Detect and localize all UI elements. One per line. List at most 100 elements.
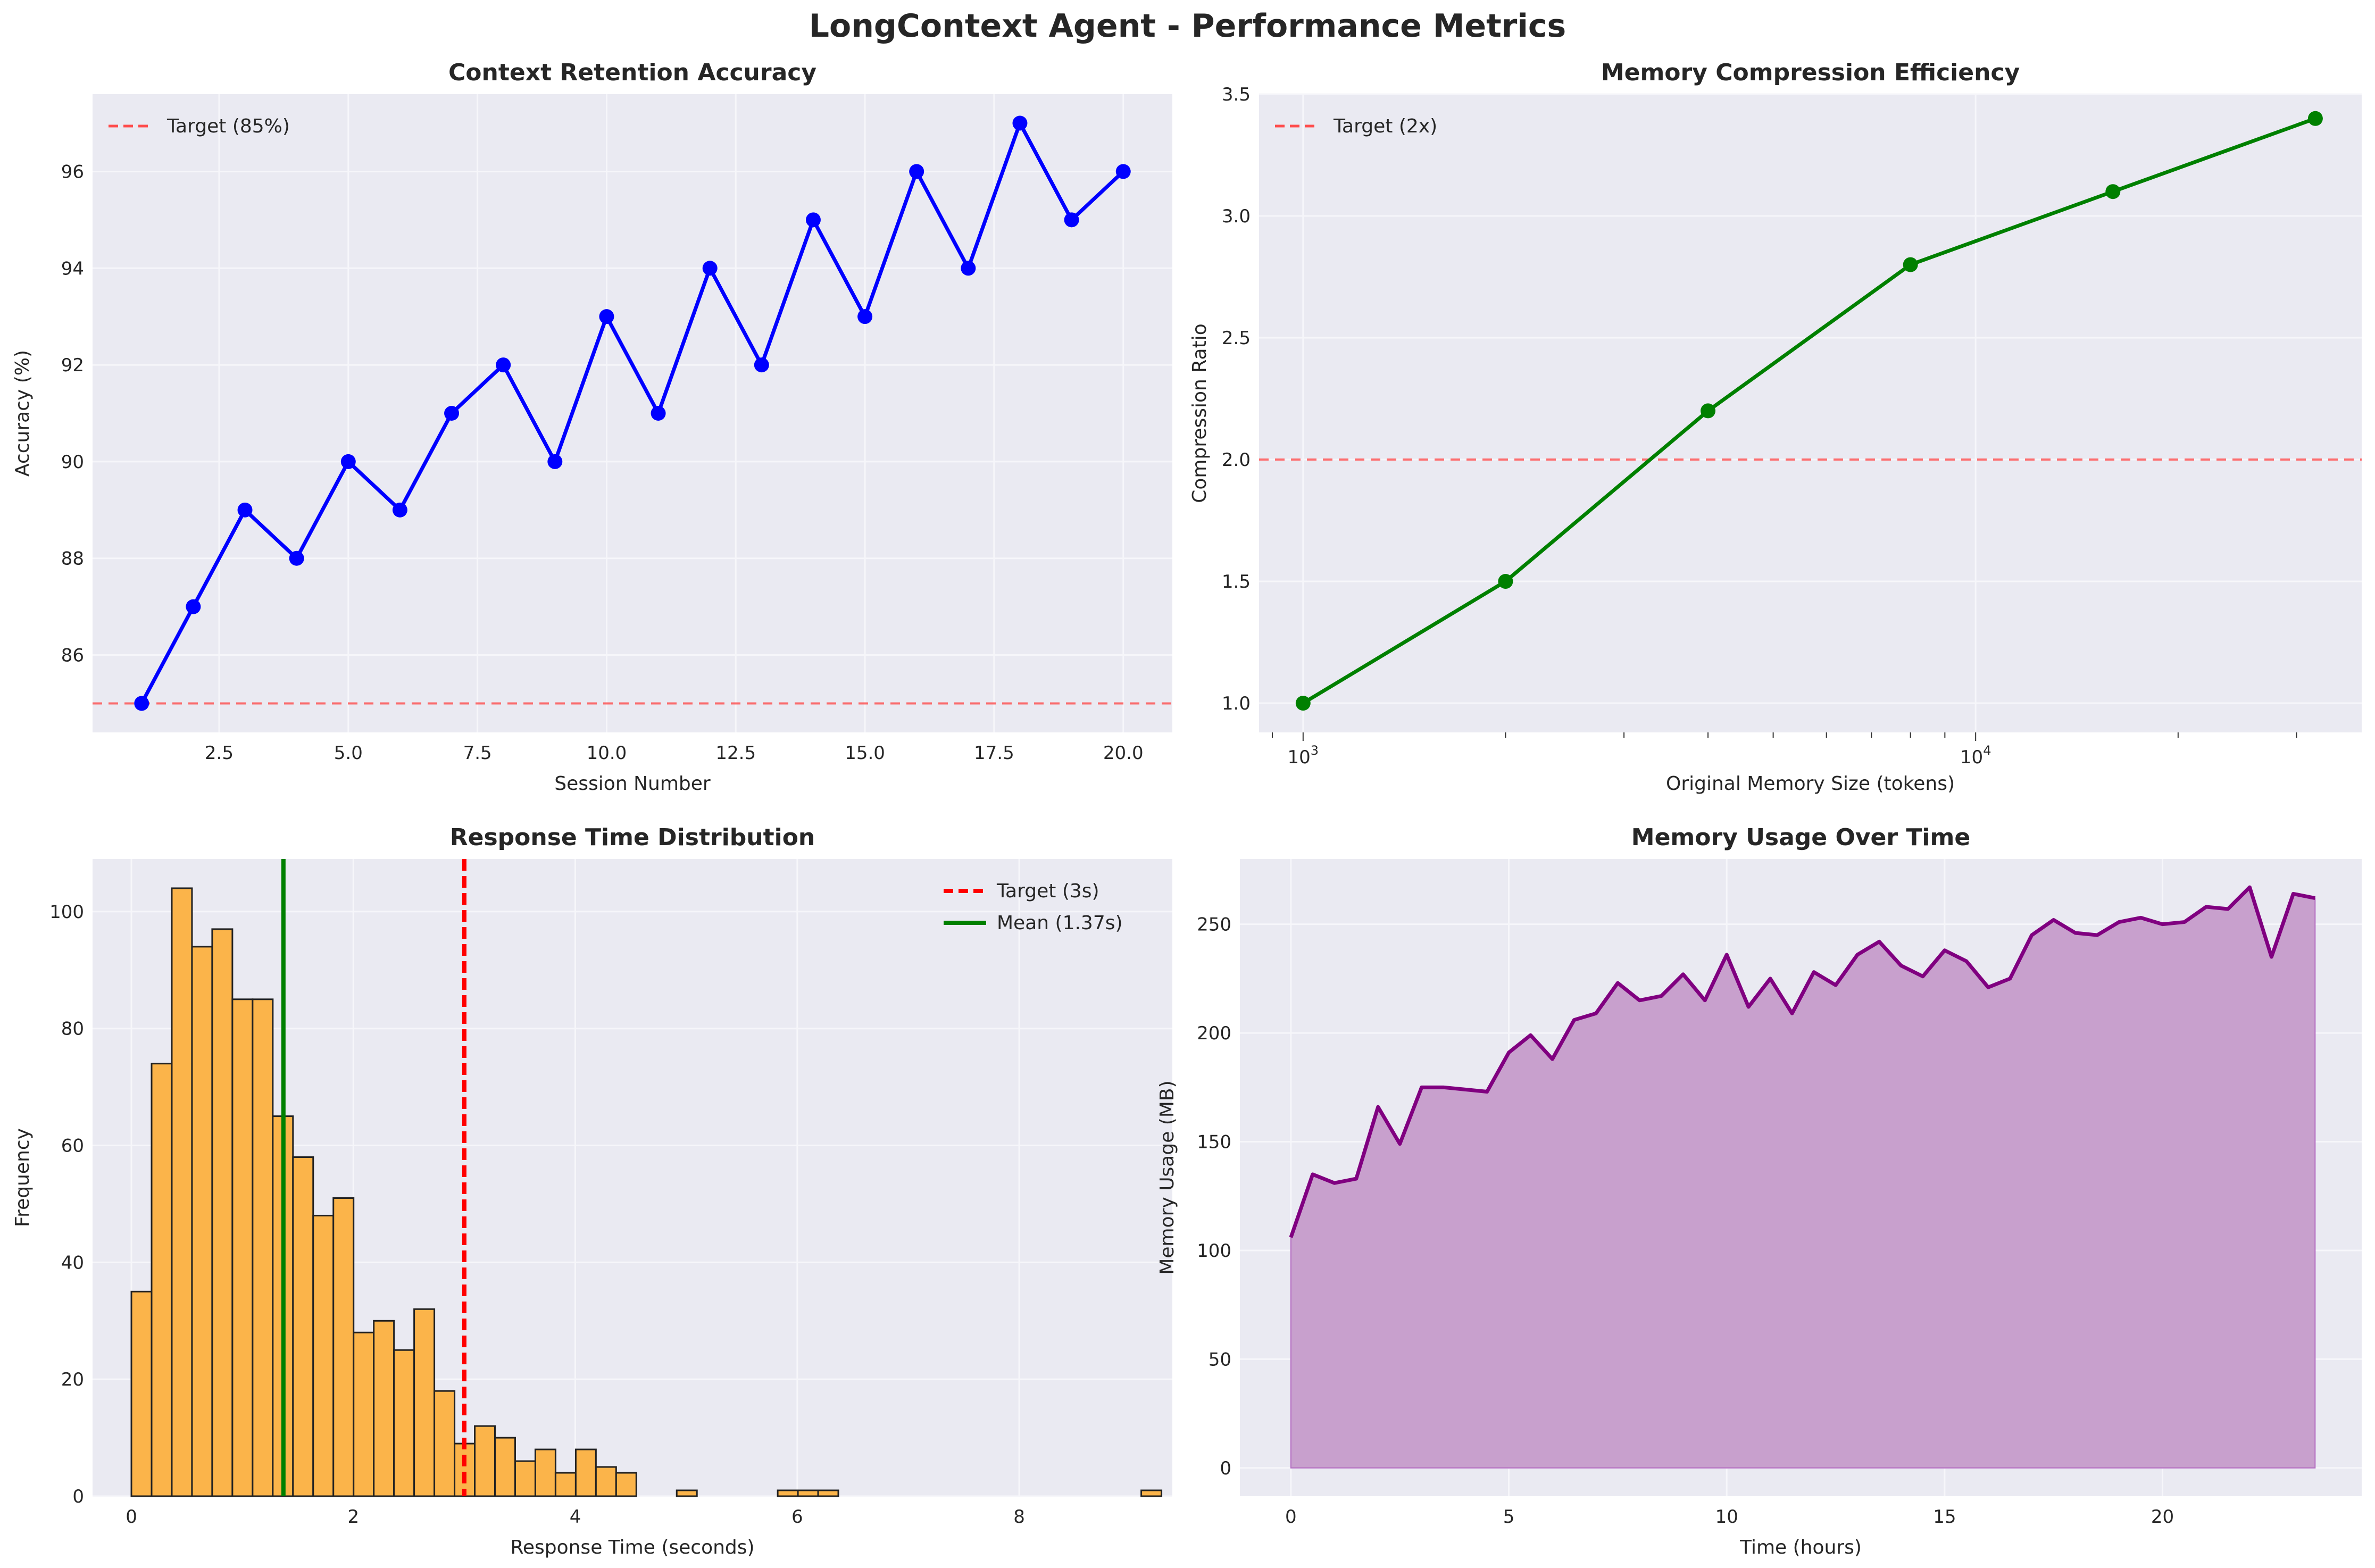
data-point — [444, 406, 460, 421]
x-axis-label: Session Number — [554, 773, 711, 795]
y-tick-label: 150 — [1197, 1132, 1231, 1153]
histogram-bar — [332, 1197, 355, 1497]
histogram-bar — [676, 1489, 698, 1497]
data-point — [651, 406, 666, 421]
histogram-bar — [574, 1448, 597, 1497]
histogram-bar — [454, 1442, 476, 1497]
y-tick-label: 100 — [1197, 1240, 1231, 1262]
data-point — [340, 454, 356, 469]
y-tick-label: 88 — [61, 548, 84, 570]
chart-title: Memory Compression Efficiency — [1601, 59, 2020, 86]
data-point — [909, 164, 924, 179]
data-point — [2105, 184, 2121, 199]
y-tick-label: 86 — [61, 645, 84, 666]
histogram-bar — [1140, 1489, 1163, 1497]
y-tick-label: 250 — [1197, 914, 1231, 936]
x-tick-label: 6 — [791, 1506, 803, 1528]
y-tick-label: 40 — [61, 1252, 84, 1273]
histogram-bar — [393, 1349, 415, 1497]
x-tick-label: 15.0 — [845, 743, 885, 764]
x-axis-label: Original Memory Size (tokens) — [1666, 773, 1955, 795]
histogram-bar — [514, 1460, 536, 1497]
histogram-bar — [151, 1063, 173, 1497]
legend: Target (2x) — [1275, 115, 1437, 137]
plot-background — [1259, 94, 2362, 732]
data-point — [599, 309, 614, 324]
histogram-bars — [130, 887, 1163, 1497]
y-tick-label: 96 — [61, 161, 84, 182]
histogram-bar — [797, 1489, 819, 1497]
legend-label: Target (85%) — [166, 115, 290, 137]
legend-label: Mean (1.37s) — [997, 912, 1123, 934]
x-tick-label: 5 — [1503, 1506, 1515, 1528]
y-tick-label: 94 — [61, 258, 84, 279]
data-point — [134, 696, 149, 711]
x-tick-label: 10 — [1715, 1506, 1738, 1528]
data-point — [289, 551, 304, 566]
x-tick-label: 103 — [1288, 743, 1319, 768]
legend-label: Target (3s) — [996, 880, 1099, 902]
plot-background — [93, 94, 1172, 732]
y-axis-label: Frequency — [12, 1128, 34, 1227]
data-point — [1903, 257, 1918, 272]
data-point — [1115, 164, 1131, 179]
x-tick-label: 12.5 — [715, 743, 756, 764]
x-tick-label: 4 — [570, 1506, 581, 1528]
y-tick-label: 1.0 — [1222, 693, 1251, 714]
x-tick-label: 20.0 — [1103, 743, 1144, 764]
y-tick-label: 100 — [49, 902, 84, 923]
legend: Target (85%) — [109, 115, 290, 137]
y-tick-label: 92 — [61, 355, 84, 376]
panel-memory-compression-efficiency: 103 104 1.0 1.5 2.0 2.5 3.0 3.5 Memory Compressi… — [1189, 59, 2362, 795]
x-tick-label: 20 — [2151, 1506, 2174, 1528]
y-tick-label: 0 — [72, 1486, 84, 1507]
x-tick-label: 15 — [1933, 1506, 1956, 1528]
gridlines — [93, 94, 1172, 732]
histogram-bar — [777, 1489, 799, 1497]
y-tick-label: 80 — [61, 1019, 84, 1040]
histogram-bar — [494, 1437, 516, 1497]
histogram-bar — [211, 928, 234, 1497]
histogram-bar — [615, 1472, 637, 1497]
data-point — [1498, 574, 1513, 589]
data-point — [2307, 111, 2323, 126]
histogram-bar — [353, 1331, 375, 1497]
histogram-bar — [474, 1425, 496, 1497]
legend-label: Target (2x) — [1333, 115, 1437, 137]
data-point — [237, 502, 253, 518]
y-tick-label: 90 — [61, 452, 84, 473]
x-tick-label: 17.5 — [974, 743, 1014, 764]
x-tick-label: 2.5 — [205, 743, 234, 764]
histogram-bar — [292, 1156, 314, 1497]
y-tick-label: 1.5 — [1222, 571, 1251, 593]
histogram-bar — [171, 887, 193, 1497]
data-point — [702, 261, 718, 276]
data-point — [547, 454, 563, 469]
y-tick-label: 2.0 — [1222, 449, 1251, 471]
y-tick-label: 2.5 — [1222, 328, 1251, 349]
data-point — [392, 502, 407, 518]
data-point — [754, 357, 769, 373]
histogram-bar — [595, 1466, 617, 1497]
x-tick-label: 2 — [347, 1506, 359, 1528]
memory-usage-line — [1289, 885, 2316, 1238]
histogram-bar — [191, 946, 213, 1497]
histogram-bar — [413, 1308, 436, 1497]
x-tick-label: 5.0 — [334, 743, 363, 764]
x-axis-label: Response Time (seconds) — [510, 1537, 754, 1558]
data-point — [1701, 403, 1716, 419]
y-tick-label: 0 — [1220, 1458, 1231, 1479]
gridlines — [1259, 93, 2362, 732]
x-tick-label: 7.5 — [463, 743, 492, 764]
y-axis-label: Memory Usage (MB) — [1156, 1080, 1178, 1274]
x-tick-label: 0 — [126, 1506, 137, 1528]
panel-context-retention-accuracy: 2.5 5.0 7.5 10.0 12.5 15.0 17.5 20.0 86 88 90 92 94 9… — [12, 59, 1172, 795]
y-tick-label: 20 — [61, 1369, 84, 1390]
data-point — [805, 212, 821, 228]
x-tick-label: 10.0 — [587, 743, 627, 764]
series-line — [140, 121, 1125, 705]
data-point — [186, 599, 201, 614]
chart-title: Response Time Distribution — [450, 824, 815, 851]
legend: Target (3s) Mean (1.37s) — [944, 880, 1123, 934]
